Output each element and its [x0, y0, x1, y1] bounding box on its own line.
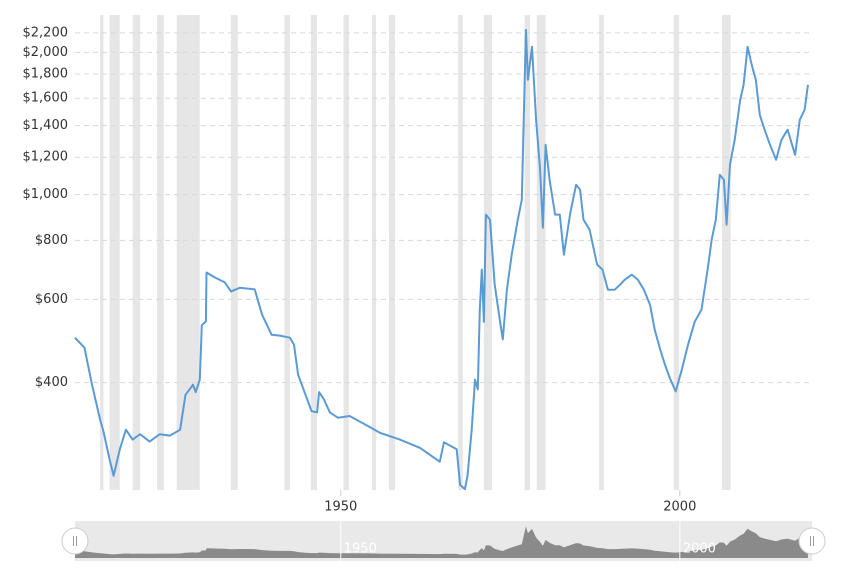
navigator-label: 1950	[344, 542, 377, 557]
recession-band	[524, 15, 530, 490]
recession-band	[310, 15, 318, 490]
y-tick-label: $800	[35, 233, 68, 248]
recession-band	[176, 15, 200, 490]
recession-band	[721, 15, 731, 490]
y-tick-label: $1,800	[23, 67, 69, 82]
y-tick-label: $1,200	[23, 150, 69, 165]
x-tick-label: 2000	[663, 500, 696, 515]
plot	[74, 28, 809, 491]
recession-band	[371, 15, 377, 490]
recession-band	[599, 15, 604, 490]
recession-band	[483, 15, 492, 490]
navigator-area	[75, 526, 808, 558]
y-tick-label: $400	[35, 375, 68, 390]
x-tick-label: 1950	[324, 500, 357, 515]
y-tick-label: $1,000	[23, 187, 69, 202]
recession-band	[284, 15, 290, 490]
recession-band	[132, 15, 141, 490]
recession-band	[388, 15, 396, 490]
recession-band	[109, 15, 120, 490]
recession-band	[157, 15, 164, 490]
recession-band	[458, 15, 463, 490]
recession-band	[100, 15, 104, 490]
recession-band	[343, 15, 349, 490]
y-tick-label: $1,400	[23, 118, 69, 133]
recession-bands	[100, 15, 731, 490]
y-tick-label: $2,200	[23, 25, 69, 40]
navigator-handle[interactable]	[798, 527, 826, 555]
recession-band	[536, 15, 546, 490]
navigator-label: 2000	[683, 542, 716, 557]
navigator-handle[interactable]	[61, 527, 89, 555]
y-tick-label: $600	[35, 292, 68, 307]
recession-band	[673, 15, 680, 490]
grid: $400 $600 $800 $1,000 $1,200 $1,400 $1,600 $1,8…	[23, 25, 810, 515]
recession-band	[230, 15, 238, 490]
y-tick-label: $1,600	[23, 91, 69, 106]
y-tick-label: $2,000	[23, 45, 69, 60]
navigator: 1950 2000	[61, 521, 826, 561]
price-line	[74, 28, 809, 491]
